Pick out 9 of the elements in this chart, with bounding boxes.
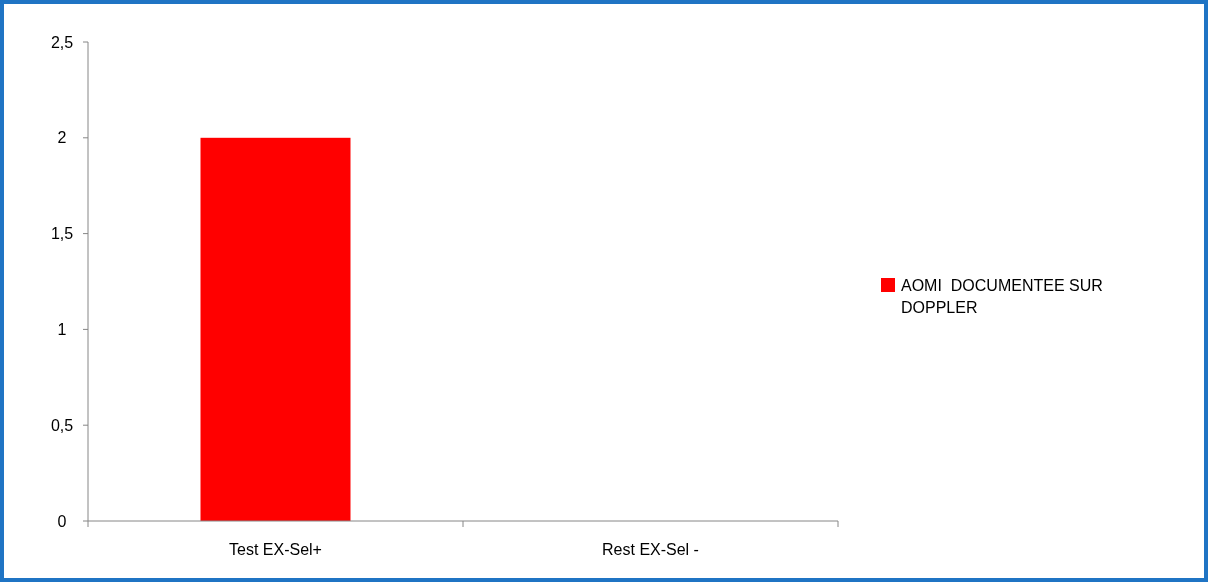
y-tick-label: 0,5 xyxy=(50,416,74,434)
legend-label: AOMI DOCUMENTEE SUR DOPPLER xyxy=(901,276,1103,316)
y-tick-label: 1 xyxy=(57,321,67,338)
y-tick-label: 2,5 xyxy=(50,33,74,51)
y-tick-label: 0 xyxy=(57,512,67,530)
x-tick-label: Rest EX-Sel - xyxy=(602,541,699,558)
y-tick-label: 2 xyxy=(57,129,67,147)
x-tick-label: Test EX-Sel+ xyxy=(229,541,322,558)
y-tick-label: 1,5 xyxy=(50,225,74,243)
